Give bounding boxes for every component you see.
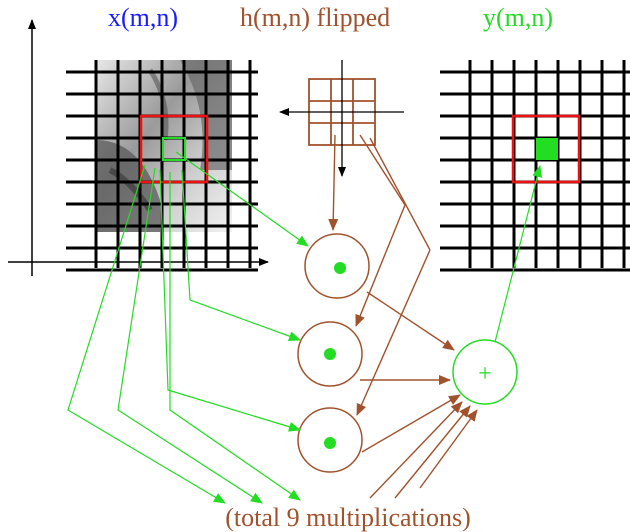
multiplier-2 (297, 321, 363, 387)
input-to-footer-arrows (67, 164, 301, 504)
output-grid (440, 60, 630, 272)
kernel-to-multiplier-arrows (328, 134, 431, 416)
multiply-dot-icon (324, 437, 336, 449)
input-label: x(m,n) (108, 3, 178, 32)
kernel-axes (279, 60, 404, 177)
footer-to-sum-arrows (369, 401, 478, 499)
input-center-cell (162, 137, 186, 161)
input-window (139, 114, 209, 184)
footer-label: (total 9 multiplications) (225, 503, 471, 532)
multiply-dot-icon (334, 262, 346, 274)
multiplier-to-sum-arrows (360, 291, 461, 453)
sum-symbol: + (478, 361, 492, 387)
multiply-dot-icon (324, 348, 336, 360)
multiplier-3 (297, 407, 363, 473)
output-label: y(m,n) (483, 3, 553, 32)
output-window (511, 114, 581, 184)
kernel-label: h(m,n) flipped (240, 3, 390, 32)
sum-to-output-arrow (494, 165, 543, 343)
sum-node: + (452, 339, 518, 405)
output-center-cell (536, 138, 558, 160)
input-axes (8, 19, 269, 276)
input-to-multiplier-arrows (159, 151, 309, 432)
multiplier-1 (304, 233, 370, 299)
